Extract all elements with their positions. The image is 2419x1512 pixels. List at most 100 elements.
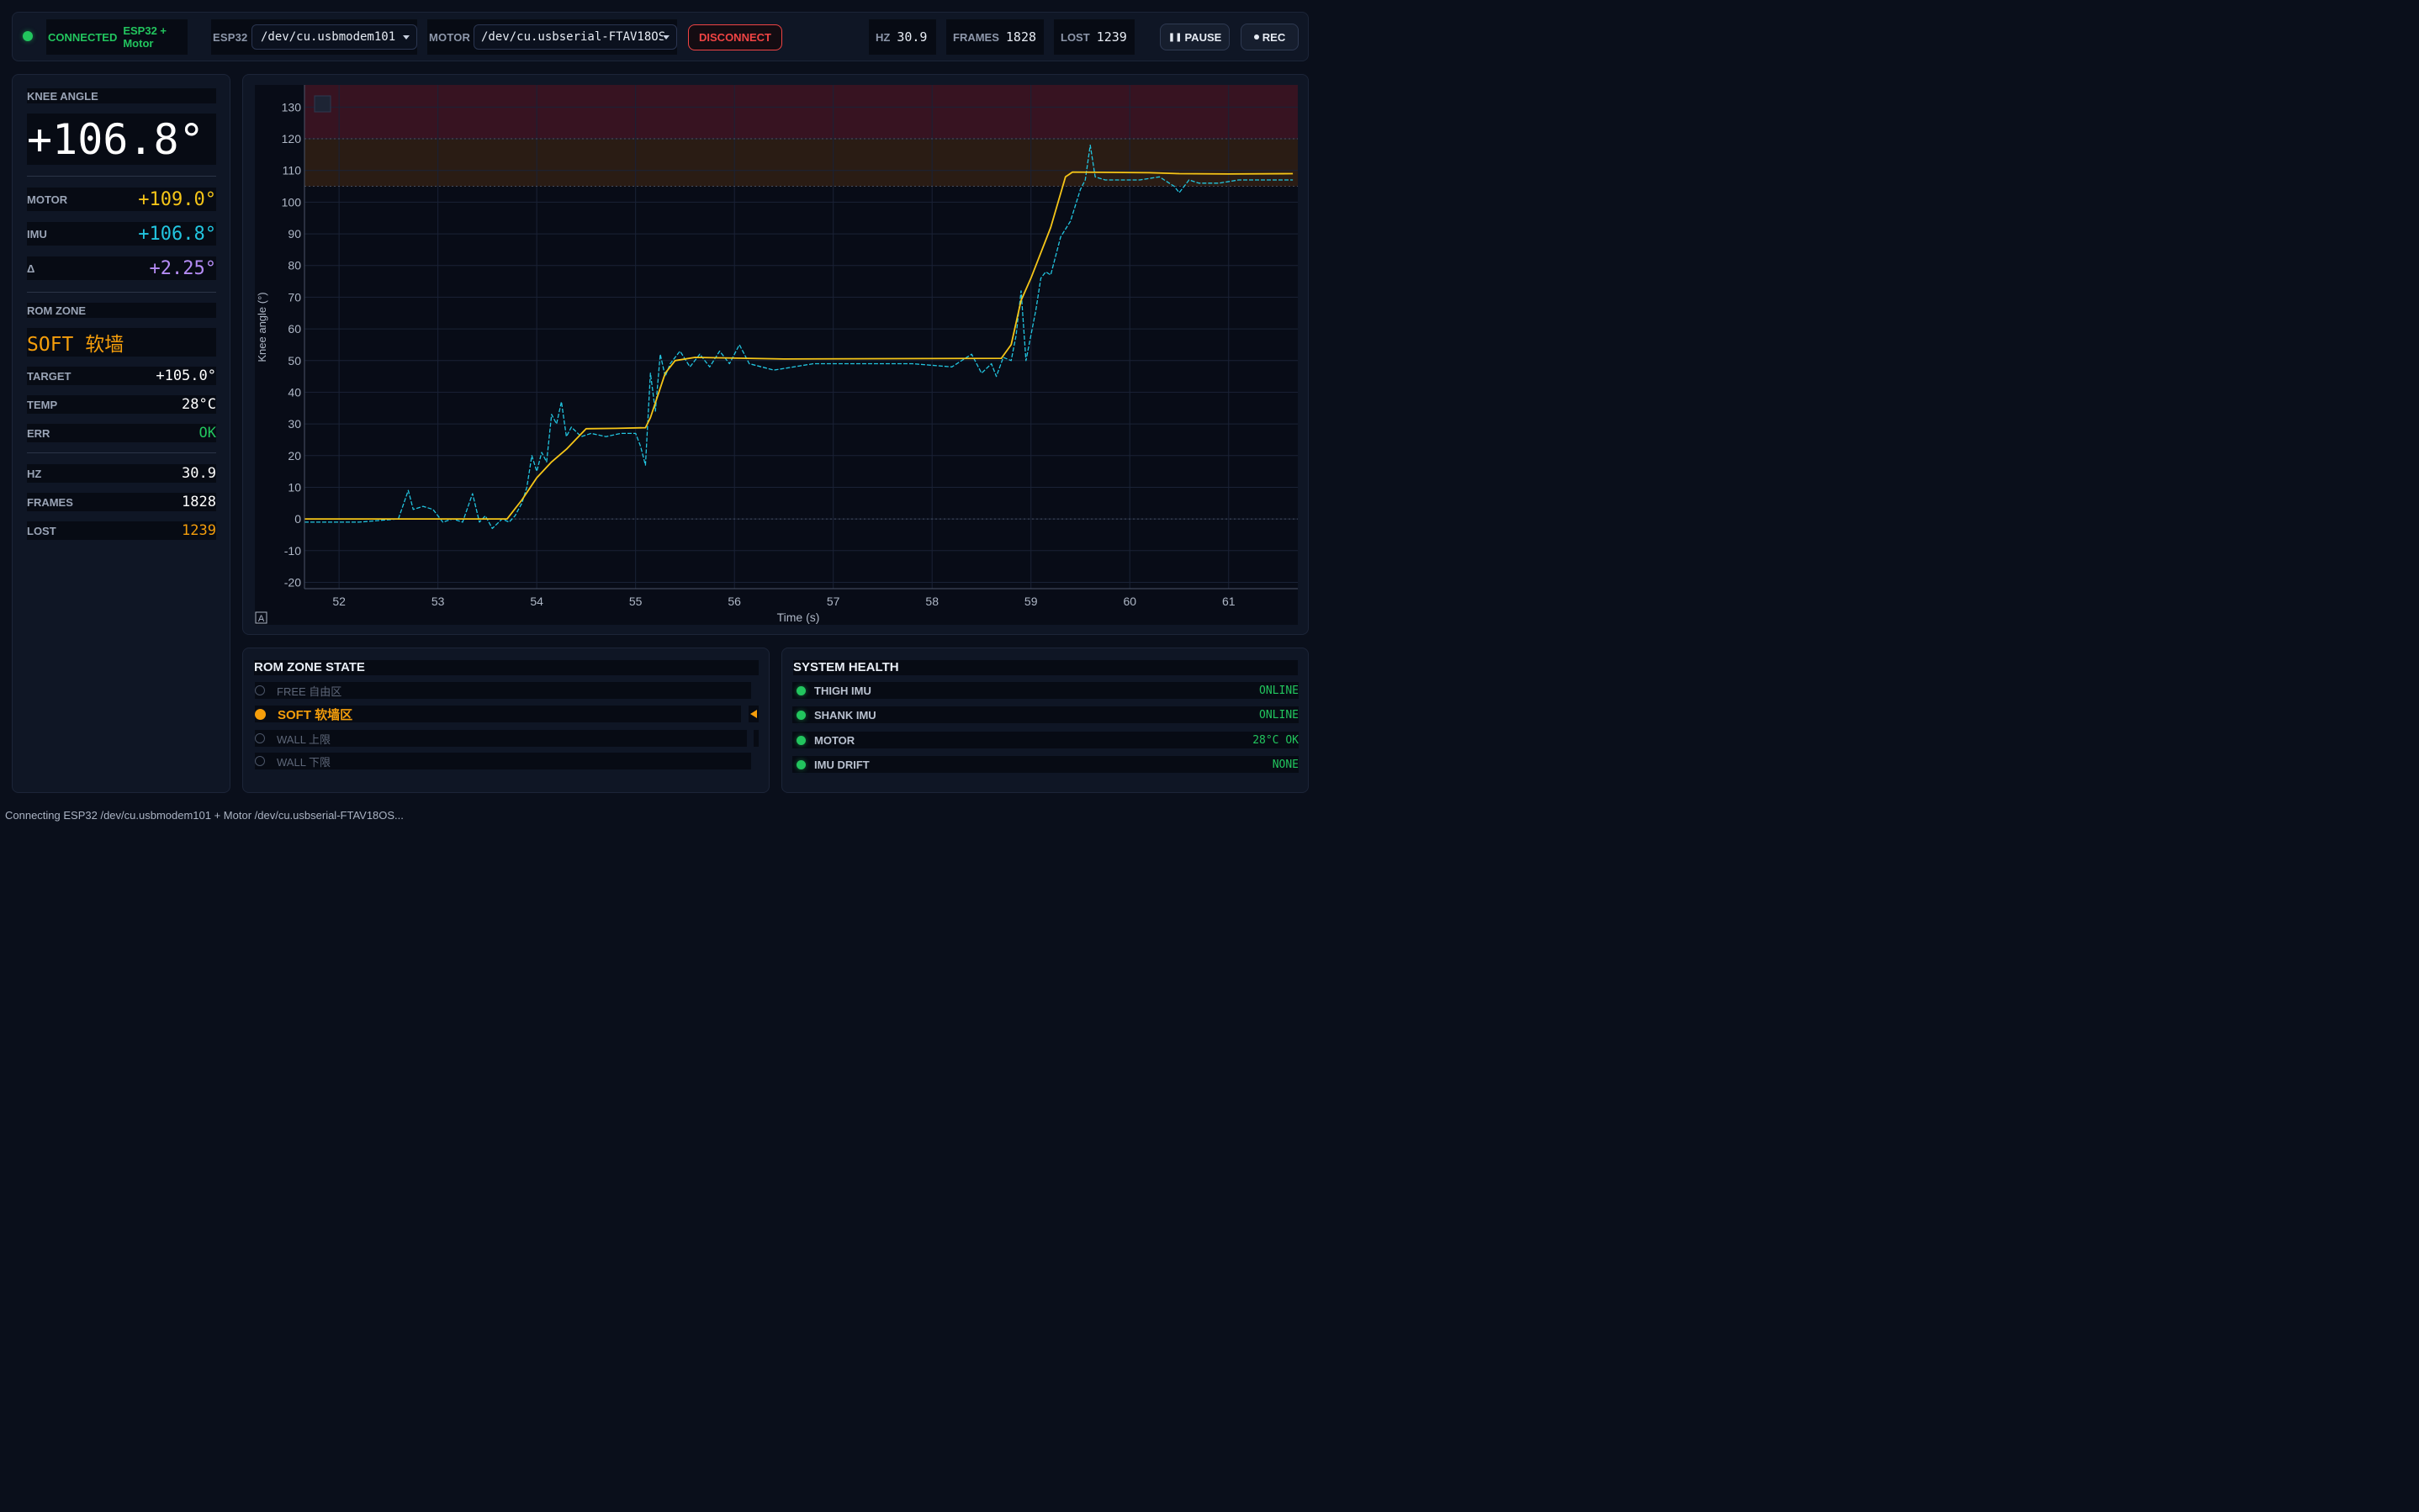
- rom-zone-display: SOFT 软墙: [27, 328, 216, 357]
- zone-label-wall-upper: WALL 上限: [277, 732, 331, 746]
- health-label: SHANK IMU: [814, 708, 876, 722]
- rom-zone-state-title: ROM ZONE STATE: [254, 660, 759, 675]
- knee-angle-value: +106.8°: [27, 114, 204, 164]
- delta-readout: Δ +2.25°: [27, 256, 216, 280]
- health-row-imu-drift: IMU DRIFT NONE: [792, 756, 1299, 773]
- knee-angle-header: KNEE ANGLE: [27, 88, 216, 103]
- health-value: ONLINE: [1259, 684, 1299, 697]
- lost-readout: LOST 1239: [27, 521, 216, 540]
- frames-stat: FRAMES 1828: [946, 19, 1044, 55]
- chevron-down-icon: [403, 35, 410, 40]
- health-row-shank-imu: SHANK IMU ONLINE: [792, 706, 1299, 723]
- motor-port-select[interactable]: /dev/cu.usbserial-FTAV18OS: [474, 24, 677, 50]
- err-readout: ERR OK: [27, 424, 216, 442]
- pause-button[interactable]: ❚❚ PAUSE: [1160, 24, 1230, 50]
- esp32-port-select[interactable]: /dev/cu.usbmodem101: [251, 24, 417, 50]
- health-row-thigh-imu: THIGH IMU ONLINE: [792, 682, 1299, 699]
- motor-series-line: [304, 171, 1294, 520]
- status-led-icon: [797, 735, 806, 745]
- x-tick-label: 56: [728, 595, 741, 608]
- target-readout: TARGET +105.0°: [27, 367, 216, 385]
- y-tick-label: 10: [288, 480, 301, 494]
- legend-toggle-button[interactable]: [314, 95, 331, 113]
- target-label: TARGET: [27, 369, 71, 383]
- system-health-panel: SYSTEM HEALTH THIGH IMU ONLINE SHANK IMU…: [781, 648, 1309, 793]
- lost-readout-value: 1239: [182, 522, 216, 539]
- temp-value: 28°C: [182, 396, 216, 413]
- zone-row-soft: SOFT 软墙区: [255, 706, 741, 722]
- y-tick-label: 130: [282, 100, 302, 114]
- imu-readout-label: IMU: [27, 227, 47, 241]
- pause-label: PAUSE: [1184, 30, 1222, 44]
- x-tick-label: 58: [925, 595, 939, 608]
- disconnect-button[interactable]: DISCONNECT: [688, 24, 782, 50]
- zone-marker-slot: [754, 730, 759, 747]
- y-tick-label: 90: [288, 227, 301, 241]
- health-label: THIGH IMU: [814, 684, 871, 697]
- status-led-icon: [797, 710, 806, 720]
- active-zone-icon: [255, 708, 266, 720]
- y-tick-label: -20: [284, 575, 301, 589]
- x-tick-label: 60: [1123, 595, 1136, 608]
- y-tick-label: 0: [294, 512, 301, 526]
- divider: [27, 176, 216, 177]
- readout-panel: KNEE ANGLE +106.8° MOTOR +109.0° IMU +10…: [12, 74, 230, 793]
- hz-readout-label: HZ: [27, 467, 42, 480]
- rom-zone-header: ROM ZONE: [27, 303, 216, 318]
- top-bar: CONNECTED ESP32 + Motor ESP32 /dev/cu.us…: [12, 12, 1309, 61]
- health-label: MOTOR: [814, 733, 855, 747]
- radio-icon: [255, 756, 265, 766]
- status-led-icon: [797, 759, 806, 769]
- y-tick-label: 120: [282, 132, 302, 145]
- autoscale-button[interactable]: A: [255, 611, 267, 624]
- motor-label: MOTOR: [429, 30, 471, 44]
- health-row-motor: MOTOR 28°C OK: [792, 732, 1299, 748]
- radio-icon: [255, 733, 265, 743]
- y-tick-label: 60: [288, 322, 301, 336]
- zone-label-wall-lower: WALL 下限: [277, 755, 331, 769]
- rec-button[interactable]: REC: [1241, 24, 1299, 50]
- pause-icon: ❚❚: [1167, 32, 1183, 42]
- motor-readout-value: +109.0°: [138, 188, 216, 210]
- y-tick-label: 20: [288, 449, 301, 463]
- status-bar: Connecting ESP32 /dev/cu.usbmodem101 + M…: [0, 806, 1319, 824]
- delta-readout-label: Δ: [27, 262, 35, 275]
- motor-readout: MOTOR +109.0°: [27, 188, 216, 211]
- frames-label: FRAMES: [953, 30, 999, 44]
- rom-zone-label: ROM ZONE: [27, 304, 87, 317]
- target-value: +105.0°: [156, 367, 216, 384]
- y-axis-label: Knee angle (°): [256, 292, 268, 362]
- chevron-down-icon: [663, 35, 670, 40]
- y-tick-label: 100: [282, 195, 302, 209]
- zone-row-wall-lower: WALL 下限: [255, 753, 751, 769]
- hz-stat: HZ 30.9: [869, 19, 936, 55]
- x-tick-label: 59: [1024, 595, 1038, 608]
- esp32-label: ESP32: [213, 30, 248, 44]
- health-label: IMU DRIFT: [814, 758, 870, 771]
- zone-row-wall-upper: WALL 上限: [255, 730, 747, 747]
- delta-readout-value: +2.25°: [149, 257, 216, 279]
- y-tick-label: 40: [288, 385, 301, 399]
- hz-readout: HZ 30.9: [27, 464, 216, 483]
- motor-port-value: /dev/cu.usbserial-FTAV18OS: [481, 30, 666, 44]
- y-tick-label: 50: [288, 354, 301, 367]
- frames-readout-value: 1828: [182, 494, 216, 510]
- x-tick-label: 61: [1222, 595, 1236, 608]
- imu-readout: IMU +106.8°: [27, 222, 216, 246]
- y-tick-label: 30: [288, 417, 301, 431]
- knee-angle-chart-panel: 130 120 110 100 90 80 70 60 50 40 30 20 10 0 -10 -20 52 5…: [242, 74, 1309, 635]
- temp-label: TEMP: [27, 398, 58, 411]
- x-tick-label: 52: [332, 595, 346, 608]
- rom-zone-state-panel: ROM ZONE STATE FREE 自由区 SOFT 软墙区 WALL 上限…: [242, 648, 770, 793]
- zone-label-free: FREE 自由区: [277, 685, 342, 698]
- x-tick-label: 54: [530, 595, 543, 608]
- connection-led: [23, 31, 33, 41]
- rom-zone-value: SOFT 软墙: [27, 334, 124, 356]
- frames-value: 1828: [1005, 29, 1037, 45]
- y-tick-label: 70: [288, 290, 301, 304]
- temp-readout: TEMP 28°C: [27, 395, 216, 414]
- record-icon: [1253, 34, 1259, 40]
- hz-value: 30.9: [897, 29, 928, 45]
- status-led-icon: [797, 685, 806, 695]
